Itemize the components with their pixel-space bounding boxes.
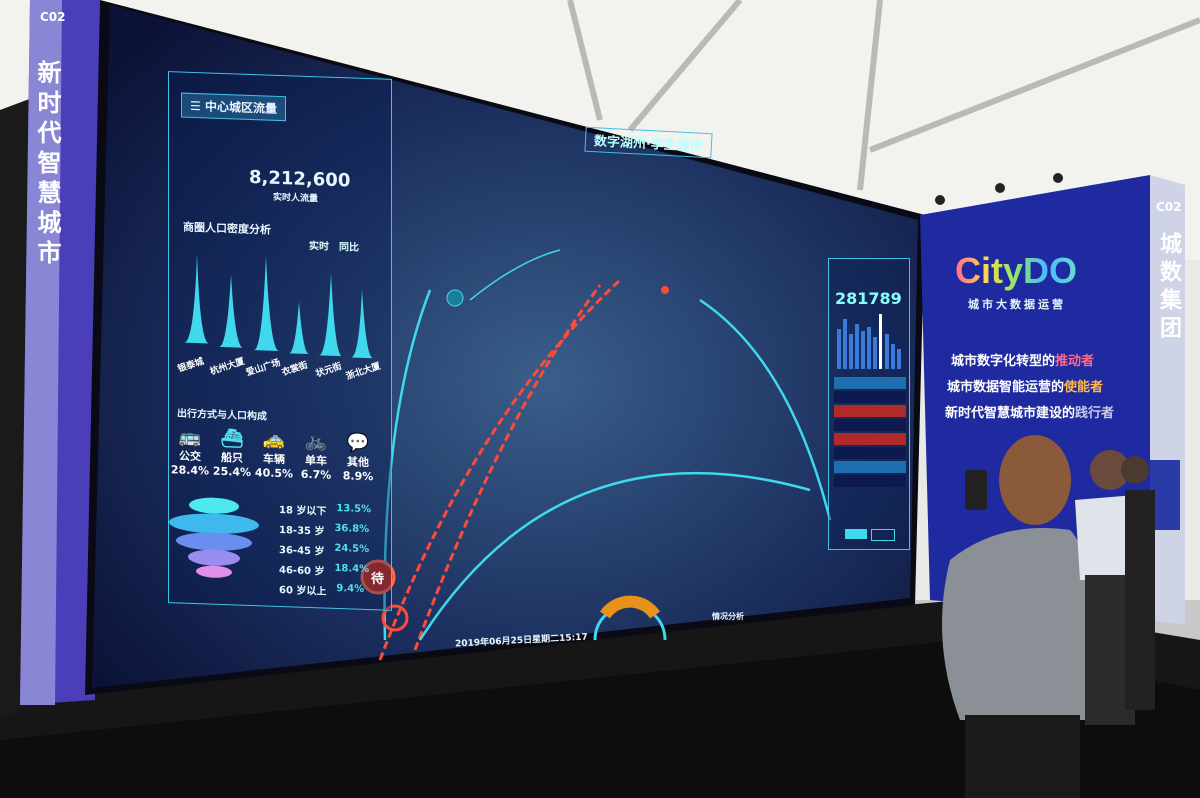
bus-icon: 🚌	[178, 426, 202, 449]
age-row: 18-35 岁 36.8%	[279, 521, 371, 539]
bottom-right-label[interactable]: 情况分析	[712, 612, 744, 621]
booth-pillar-code: C02	[1156, 200, 1182, 214]
left-pillar-code: C02	[40, 10, 66, 24]
tagline: 城市数字化转型的推动者	[945, 350, 1114, 369]
age-label: 36-45 岁	[279, 544, 325, 558]
bicycle-icon: 🚲	[304, 430, 328, 453]
tagline: 城市数据智能运营的使能者	[945, 376, 1114, 395]
age-row: 46-60 岁 18.4%	[279, 561, 371, 579]
right-count: 281789	[835, 289, 902, 308]
tagline-prefix: 城市数据智能运营的	[947, 380, 1065, 395]
left-pillar-slogan: 新时代智慧城市	[33, 60, 61, 270]
mode-value: 8.9%	[342, 469, 374, 484]
panel-button-secondary[interactable]	[871, 529, 895, 541]
event-item	[834, 419, 906, 431]
brand-logo: CityDO	[955, 250, 1078, 291]
pending-badge-shape	[360, 559, 396, 595]
legend-yoy: 同比	[339, 242, 359, 254]
density-legend: 实时 同比	[309, 237, 359, 254]
travel-mode-bike: 🚲 单车 6.7%	[297, 430, 335, 482]
age-value: 13.5%	[336, 502, 372, 516]
panel-header: ☰ 中心城区流量	[181, 92, 286, 122]
mode-value: 28.4%	[170, 463, 210, 478]
screen-map	[92, 5, 918, 688]
mode-value: 25.4%	[212, 464, 252, 479]
booth-taglines: 城市数字化转型的推动者 城市数据智能运营的使能者 新时代智慧城市建设的践行者	[945, 350, 1114, 421]
event-item	[834, 405, 906, 417]
people-silhouettes	[942, 435, 1155, 798]
age-label: 18 岁以下	[279, 504, 327, 518]
travel-title: 出行方式与人口构成	[177, 408, 267, 423]
density-peaks	[184, 253, 373, 359]
flow-value: 8,212,600	[249, 166, 351, 192]
age-label: 60 岁以上	[279, 584, 327, 598]
peak-2	[219, 274, 243, 348]
age-row: 60 岁以上 9.4%	[279, 581, 371, 599]
event-list	[834, 377, 906, 489]
event-item	[834, 475, 906, 487]
mode-value: 40.5%	[254, 466, 294, 481]
right-panel: 281789	[828, 258, 910, 550]
panel-button-primary[interactable]	[845, 529, 867, 539]
peak-4	[289, 301, 309, 355]
booth-pillar-name: 城数集团	[1156, 232, 1181, 344]
event-item	[834, 461, 906, 473]
event-item	[834, 391, 906, 403]
mode-label: 船只	[221, 450, 243, 465]
right-bar-chart	[837, 314, 901, 369]
pending-badge: 待	[371, 572, 385, 587]
mode-label: 单车	[305, 453, 327, 468]
panel-header-text: 中心城区流量	[204, 99, 277, 116]
tagline-highlight: 使能者	[1064, 380, 1104, 395]
mode-label: 公交	[179, 449, 201, 464]
age-label: 18-35 岁	[279, 524, 325, 538]
age-row: 18 岁以下 13.5%	[279, 501, 371, 519]
travel-mode-other: 💬 其他 8.9%	[339, 432, 377, 484]
flow-label: 实时人流量	[273, 192, 319, 205]
ship-icon: ⛴	[220, 427, 244, 450]
peak-6	[351, 288, 373, 359]
event-item	[834, 447, 906, 459]
age-value: 9.4%	[336, 582, 365, 595]
tagline-highlight: 推动者	[1055, 354, 1095, 369]
travel-mode-bus: 🚌 公交 28.4%	[170, 426, 210, 478]
left-panel: ☰ 中心城区流量 8,212,600 实时人流量 商圈人口密度分析 实时 同比 …	[168, 71, 392, 611]
age-row: 36-45 岁 24.5%	[279, 541, 371, 559]
mode-label: 其他	[347, 455, 369, 470]
menu-icon: ☰	[190, 98, 205, 114]
age-value: 36.8%	[334, 522, 370, 536]
travel-modes: 🚌 公交 28.4% ⛴ 船只 25.4% 🚕 车辆 40.5% 🚲 单车 6.7% 💬 其他 8.…	[170, 426, 377, 484]
brand-subtitle: 城市大数据运营	[968, 298, 1066, 311]
chat-bubble-icon: 💬	[346, 432, 370, 455]
event-item	[834, 377, 906, 389]
tagline-highlight: 践行者	[1075, 406, 1115, 421]
mode-value: 6.7%	[300, 467, 332, 482]
peak-3	[254, 255, 279, 351]
tagline-prefix: 新时代智慧城市建设的	[945, 406, 1076, 421]
mode-label: 车辆	[263, 452, 285, 467]
age-value: 24.5%	[334, 542, 370, 556]
tagline-prefix: 城市数字化转型的	[951, 354, 1056, 369]
age-label: 46-60 岁	[279, 564, 325, 578]
car-icon: 🚕	[262, 429, 286, 452]
travel-mode-ship: ⛴ 船只 25.4%	[212, 427, 252, 479]
density-title: 商圈人口密度分析	[183, 220, 271, 237]
age-value: 18.4%	[334, 562, 370, 576]
tagline: 新时代智慧城市建设的践行者	[945, 402, 1114, 421]
age-legend: 18 岁以下 13.5% 18-35 岁 36.8% 36-45 岁 24.5% 46…	[279, 501, 371, 599]
peak-1	[184, 253, 209, 344]
event-item	[834, 433, 906, 445]
legend-realtime: 实时	[309, 241, 329, 253]
age-pyramid	[169, 497, 259, 578]
travel-mode-car: 🚕 车辆 40.5%	[254, 429, 294, 481]
peak-5	[319, 272, 342, 357]
